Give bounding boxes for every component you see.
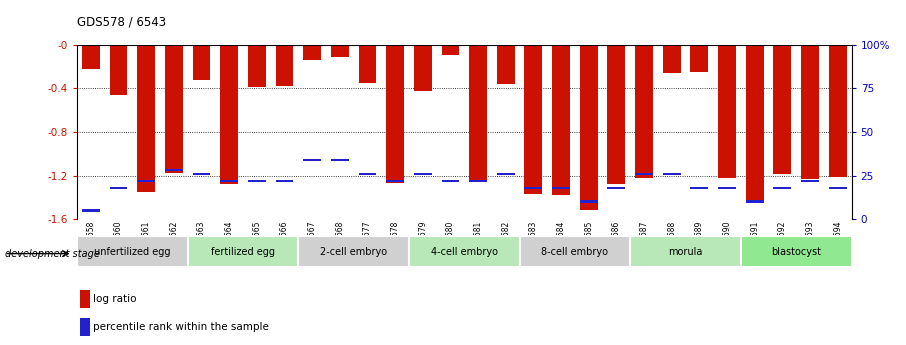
Bar xyxy=(248,179,265,182)
Bar xyxy=(829,187,847,189)
Bar xyxy=(192,172,210,175)
Bar xyxy=(414,172,432,175)
Bar xyxy=(80,290,90,308)
Bar xyxy=(409,236,520,267)
Bar xyxy=(801,179,819,182)
Bar xyxy=(165,169,183,171)
Bar xyxy=(192,45,210,80)
Bar xyxy=(829,45,847,177)
Bar xyxy=(441,45,459,55)
Bar xyxy=(275,179,294,182)
Bar xyxy=(77,236,188,267)
Bar xyxy=(631,236,741,267)
Bar xyxy=(248,45,265,87)
Bar xyxy=(774,45,792,175)
Bar xyxy=(414,45,432,91)
Bar xyxy=(331,45,349,57)
Bar xyxy=(304,159,321,161)
Bar xyxy=(520,236,631,267)
Bar xyxy=(746,45,764,201)
Bar xyxy=(80,318,90,336)
Bar xyxy=(359,172,377,175)
Bar xyxy=(188,236,298,267)
Text: 8-cell embryo: 8-cell embryo xyxy=(542,247,609,257)
Bar xyxy=(690,45,708,72)
Bar xyxy=(552,45,570,195)
Bar xyxy=(220,179,238,182)
Bar xyxy=(82,209,100,211)
Bar xyxy=(165,45,183,173)
Bar xyxy=(718,45,737,178)
Bar xyxy=(275,45,294,86)
Bar xyxy=(386,45,404,183)
Bar xyxy=(608,45,625,184)
Bar xyxy=(441,179,459,182)
Text: blastocyst: blastocyst xyxy=(771,247,822,257)
Bar xyxy=(298,236,409,267)
Bar xyxy=(525,45,543,194)
Bar xyxy=(525,187,543,189)
Bar xyxy=(469,179,487,182)
Bar xyxy=(137,179,155,182)
Bar xyxy=(110,187,128,189)
Text: development stage: development stage xyxy=(5,249,100,258)
Bar xyxy=(663,45,680,73)
Bar xyxy=(663,172,680,175)
Bar xyxy=(718,187,737,189)
Bar xyxy=(496,172,515,175)
Bar xyxy=(635,172,653,175)
Bar xyxy=(741,236,852,267)
Bar xyxy=(635,45,653,178)
Bar xyxy=(220,45,238,184)
Bar xyxy=(137,45,155,192)
Bar xyxy=(580,200,598,203)
Bar xyxy=(359,45,377,83)
Text: 2-cell embryo: 2-cell embryo xyxy=(320,247,387,257)
Bar xyxy=(580,45,598,210)
Bar xyxy=(469,45,487,180)
Bar xyxy=(304,45,321,60)
Text: unfertilized egg: unfertilized egg xyxy=(94,247,170,257)
Bar xyxy=(496,45,515,84)
Bar xyxy=(82,45,100,69)
Bar xyxy=(690,187,708,189)
Bar xyxy=(801,45,819,179)
Bar xyxy=(608,187,625,189)
Bar xyxy=(552,187,570,189)
Bar xyxy=(110,45,128,95)
Text: morula: morula xyxy=(669,247,703,257)
Bar xyxy=(774,187,792,189)
Text: 4-cell embryo: 4-cell embryo xyxy=(431,247,497,257)
Bar xyxy=(386,179,404,182)
Text: GDS578 / 6543: GDS578 / 6543 xyxy=(77,16,166,29)
Text: fertilized egg: fertilized egg xyxy=(211,247,275,257)
Text: percentile rank within the sample: percentile rank within the sample xyxy=(93,322,269,332)
Bar xyxy=(746,200,764,203)
Bar xyxy=(331,159,349,161)
Text: log ratio: log ratio xyxy=(93,294,137,304)
